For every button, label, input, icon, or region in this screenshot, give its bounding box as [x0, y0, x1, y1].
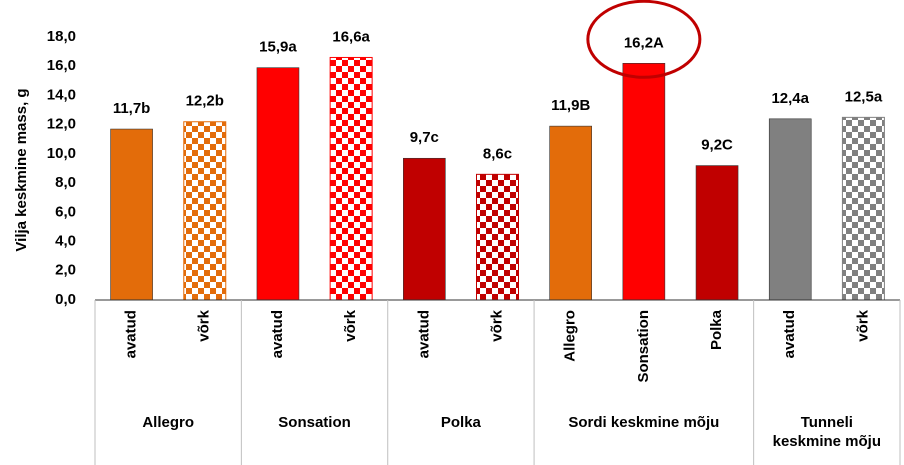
bar — [256, 67, 300, 301]
x-tick-label: võrk — [854, 309, 871, 341]
bar — [768, 118, 812, 301]
x-tick-label: avatud — [269, 310, 286, 358]
y-tick-label: 14,0 — [47, 86, 76, 103]
y-tick-label: 12,0 — [47, 116, 76, 133]
value-label: 8,6c — [483, 145, 512, 162]
y-tick-label: 8,0 — [55, 174, 76, 191]
x-tick-label: avatud — [781, 310, 798, 358]
y-tick-label: 0,0 — [55, 291, 76, 308]
x-tick-label: Allegro — [562, 310, 579, 362]
group-label-box: Sordi keskmine mõju — [568, 414, 720, 431]
bar — [329, 56, 373, 301]
y-tick-label: 18,0 — [47, 28, 76, 45]
value-label: 11,9B — [551, 97, 590, 114]
value-label: 9,7c — [410, 129, 439, 146]
group-label: Sonsation — [278, 414, 351, 431]
group-label-box: Allegro — [142, 414, 195, 431]
x-tick-label: avatud — [123, 310, 140, 358]
bar — [110, 128, 153, 301]
y-tick-label: 2,0 — [55, 262, 76, 279]
value-label: 12,4a — [771, 90, 809, 107]
group-label-box: Tunneli keskmine mõju — [772, 414, 881, 450]
value-label: 16,2A — [624, 34, 664, 51]
x-tick-label: Sonsation — [635, 310, 652, 383]
x-tick-label: avatud — [415, 310, 432, 358]
bar — [695, 165, 739, 301]
group-label-box: Sonsation — [278, 414, 351, 431]
value-label: 15,9a — [259, 39, 297, 56]
value-label: 16,6a — [332, 28, 370, 45]
y-tick-label: 16,0 — [47, 57, 76, 74]
value-label: 11,7b — [113, 100, 151, 117]
group-label: Tunneli keskmine mõju — [772, 414, 881, 450]
y-tick-label: 6,0 — [55, 203, 76, 220]
y-tick-label: 10,0 — [47, 145, 76, 162]
bar — [549, 125, 592, 301]
highlight-circle — [586, 0, 702, 79]
y-tick-label: 4,0 — [55, 233, 76, 250]
bar — [841, 116, 885, 301]
x-tick-label: võrk — [488, 309, 505, 341]
x-tick-label: võrk — [196, 309, 213, 341]
group-label: Allegro — [142, 414, 195, 431]
value-label: 9,2C — [701, 137, 733, 154]
group-label: Polka — [440, 414, 481, 431]
value-label: 12,5a — [845, 88, 883, 105]
x-tick-label: Polka — [708, 309, 725, 350]
x-tick-label: võrk — [342, 309, 359, 341]
group-label-box: Polka — [440, 414, 481, 431]
bar — [183, 121, 227, 301]
bar — [622, 62, 666, 301]
bar — [476, 173, 519, 301]
y-axis-label: Vilja keskmine mass, g — [13, 88, 30, 251]
bar — [403, 157, 446, 301]
value-label: 12,2b — [186, 93, 224, 110]
group-label: Sordi keskmine mõju — [568, 414, 720, 431]
